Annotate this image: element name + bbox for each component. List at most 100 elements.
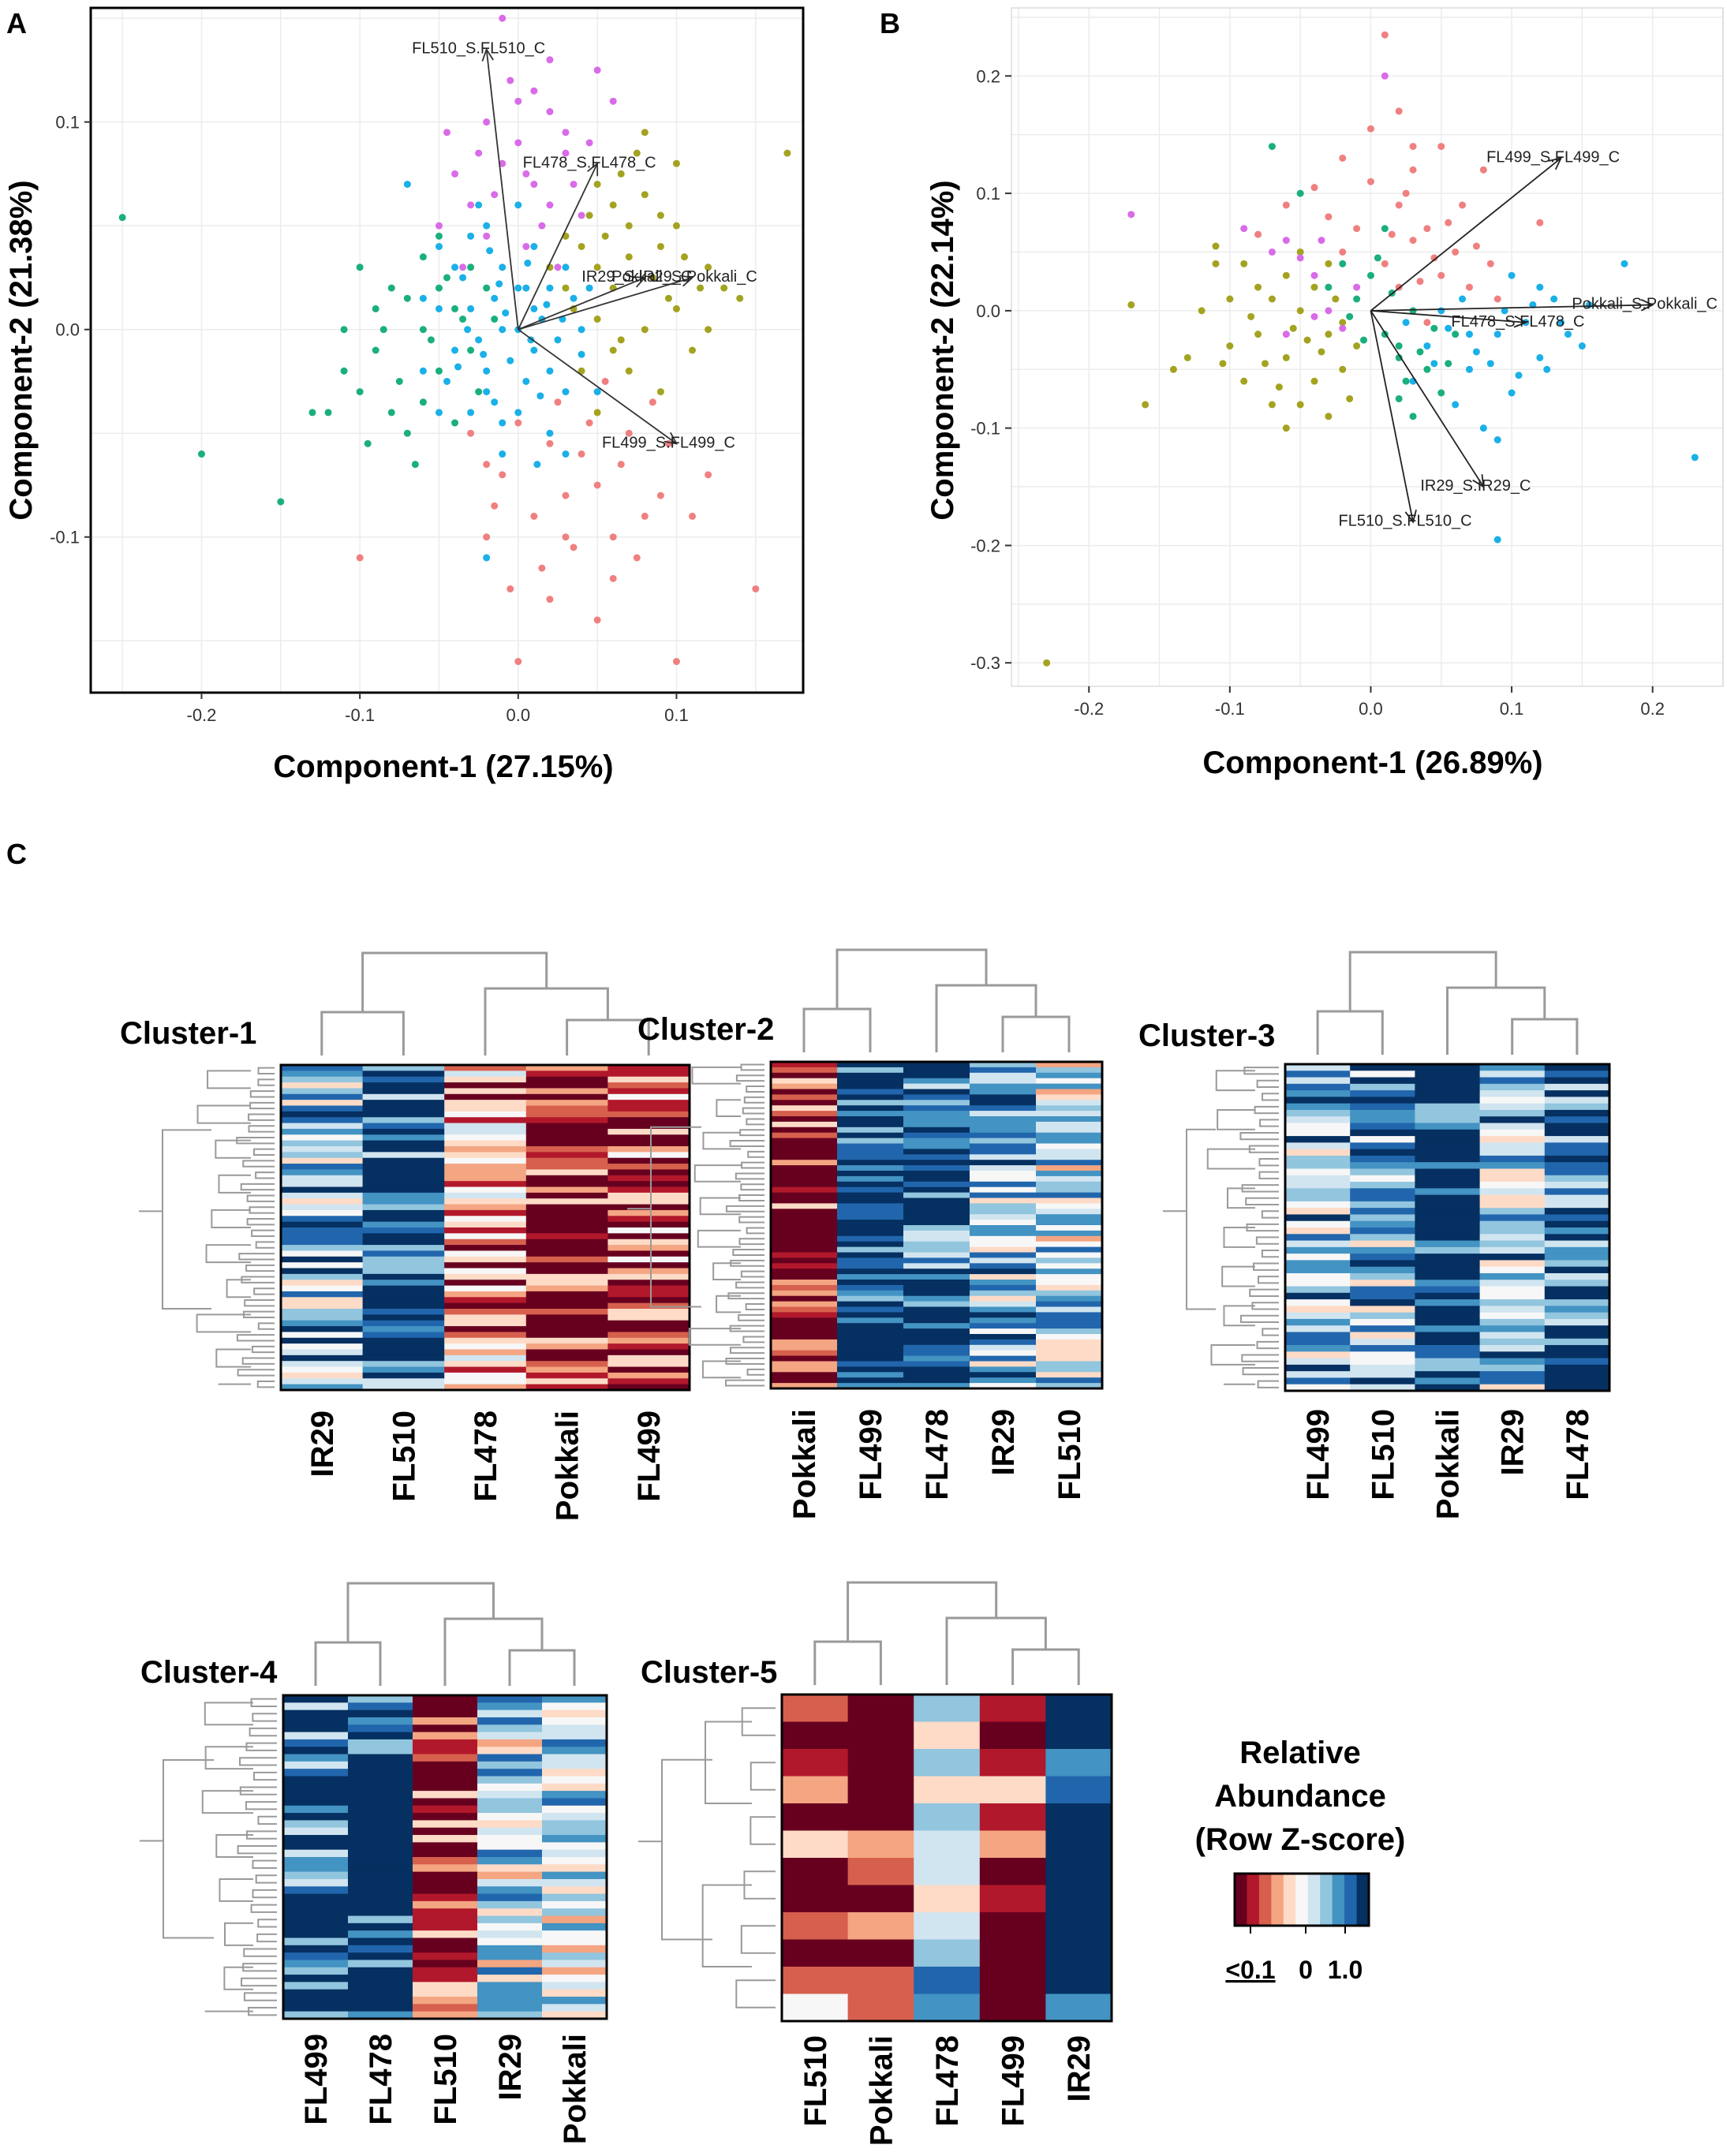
heatmap-cell-1 xyxy=(607,1186,690,1194)
score-point-b-3-11 xyxy=(1409,413,1417,420)
heatmap-cell-3 xyxy=(1415,1325,1481,1333)
heatmap-cell-4 xyxy=(283,1997,349,2005)
heatmap-cell-1 xyxy=(281,1209,364,1216)
heatmap-cell-1 xyxy=(362,1123,445,1130)
loading-arrow-b-3 xyxy=(1370,310,1485,488)
heatmap-column-label-1-4: FL499 xyxy=(632,1411,667,1502)
heatmap-cell-4 xyxy=(542,1937,607,1946)
x-tick-label-b-1: -0.1 xyxy=(1215,699,1245,719)
score-point-a-5-22 xyxy=(585,139,593,147)
heatmap-cell-2 xyxy=(837,1241,904,1248)
row-dendrogram-branches-1 xyxy=(139,1067,275,1388)
heatmap-cell-5 xyxy=(782,1803,849,1832)
heatmap-cell-4 xyxy=(477,1805,543,1814)
heatmap-cell-1 xyxy=(607,1273,690,1280)
heatmap-cell-2 xyxy=(903,1105,970,1112)
heatmap-cell-3 xyxy=(1479,1364,1546,1372)
heatmap-cell-4 xyxy=(283,1893,349,1902)
legend-tick-zero: 0 xyxy=(1299,1956,1313,1984)
score-point-a-2-0 xyxy=(783,149,791,157)
loading-label-b-1: Pokkali_S.Pokkali_C xyxy=(1572,295,1718,312)
heatmap-cell-4 xyxy=(477,1761,543,1769)
score-point-b-2-22 xyxy=(1198,307,1206,315)
heatmap-cell-5 xyxy=(1045,1885,1112,1913)
heatmap-cell-2 xyxy=(970,1350,1037,1357)
heatmap-cell-3 xyxy=(1285,1280,1351,1287)
heatmap-cell-2 xyxy=(1036,1284,1103,1291)
heatmap-cell-2 xyxy=(903,1344,970,1351)
heatmap-cell-2 xyxy=(771,1186,838,1194)
heatmap-cell-3 xyxy=(1350,1097,1415,1104)
heatmap-cell-4 xyxy=(542,1776,607,1784)
heatmap-cell-2 xyxy=(970,1175,1037,1183)
score-point-b-1-29 xyxy=(1310,184,1318,192)
heatmap-cell-1 xyxy=(281,1216,364,1223)
heatmap-cell-2 xyxy=(771,1111,838,1117)
heatmap-cell-2 xyxy=(771,1127,838,1134)
heatmap-cell-2 xyxy=(771,1269,838,1275)
heatmap-cell-3 xyxy=(1350,1103,1415,1111)
heatmap-cell-1 xyxy=(444,1117,527,1124)
score-point-b-5-2 xyxy=(1240,225,1248,233)
heatmap-cell-1 xyxy=(525,1186,608,1194)
heatmap-cell-2 xyxy=(837,1149,904,1155)
heatmap-cell-2 xyxy=(837,1301,904,1308)
score-point-b-1-7 xyxy=(1395,201,1403,209)
heatmap-cell-4 xyxy=(542,1908,607,1917)
heatmap-cell-1 xyxy=(607,1209,690,1216)
heatmap-cell-5 xyxy=(1045,1967,1112,1995)
heatmap-cell-1 xyxy=(525,1256,608,1263)
heatmap-cell-2 xyxy=(903,1263,970,1269)
score-point-a-2-31 xyxy=(601,232,609,240)
heatmap-cell-1 xyxy=(281,1134,364,1142)
heatmap-cell-2 xyxy=(1036,1301,1103,1308)
heatmap-cell-4 xyxy=(413,1849,478,1858)
heatmap-cell-4 xyxy=(413,1886,478,1895)
heatmap-cell-1 xyxy=(362,1071,445,1078)
score-point-a-4-56 xyxy=(435,409,443,417)
score-point-a-1-18 xyxy=(514,419,522,427)
heatmap-cell-2 xyxy=(1036,1198,1103,1204)
heatmap-cell-3 xyxy=(1350,1272,1415,1280)
score-point-a-5-17 xyxy=(570,181,578,189)
heatmap-cell-1 xyxy=(281,1093,364,1100)
score-point-a-3-29 xyxy=(483,284,491,292)
heatmap-cell-4 xyxy=(477,1952,543,1961)
score-point-a-4-47 xyxy=(480,350,488,358)
heatmap-cell-2 xyxy=(1036,1295,1103,1302)
heatmap-cell-1 xyxy=(525,1076,608,1083)
loading-label-a-1: FL478_S.FL478_C xyxy=(523,154,656,171)
heatmap-cell-4 xyxy=(542,1915,607,1924)
heatmap-cell-2 xyxy=(1036,1192,1103,1199)
heatmap-cell-5 xyxy=(914,1939,981,1967)
heatmap-cell-3 xyxy=(1479,1090,1546,1097)
heatmap-cell-3 xyxy=(1415,1064,1481,1071)
heatmap-cell-3 xyxy=(1544,1188,1610,1196)
score-point-b-2-27 xyxy=(1303,336,1311,344)
heatmap-column-label-2-1: FL499 xyxy=(854,1409,888,1500)
heatmap-cell-1 xyxy=(362,1268,445,1275)
heatmap-cell-2 xyxy=(903,1149,970,1155)
heatmap-cell-3 xyxy=(1415,1332,1481,1340)
heatmap-cell-4 xyxy=(477,1900,543,1909)
heatmap-cell-3 xyxy=(1479,1312,1546,1320)
heatmap-cell-2 xyxy=(1036,1209,1103,1215)
heatmap-cell-2 xyxy=(1036,1203,1103,1209)
score-point-b-1-19 xyxy=(1423,319,1431,327)
score-point-b-4-9 xyxy=(1452,401,1460,409)
heatmap-cell-2 xyxy=(1036,1361,1103,1367)
heatmap-cell-1 xyxy=(607,1378,690,1385)
heatmap-cell-3 xyxy=(1350,1116,1415,1124)
score-point-a-3-31 xyxy=(491,316,499,323)
score-point-a-4-38 xyxy=(491,398,499,406)
heatmap-cell-2 xyxy=(837,1246,904,1254)
heatmap-cell-1 xyxy=(281,1343,364,1351)
heatmap-cell-3 xyxy=(1350,1266,1415,1274)
heatmap-cell-1 xyxy=(607,1164,690,1171)
heatmap-cell-1 xyxy=(444,1128,527,1135)
heatmap-cell-3 xyxy=(1544,1162,1610,1170)
heatmap-cell-2 xyxy=(903,1323,970,1329)
score-point-b-1-28 xyxy=(1445,219,1452,226)
heatmap-cell-2 xyxy=(837,1334,904,1340)
heatmap-cell-1 xyxy=(281,1309,364,1315)
